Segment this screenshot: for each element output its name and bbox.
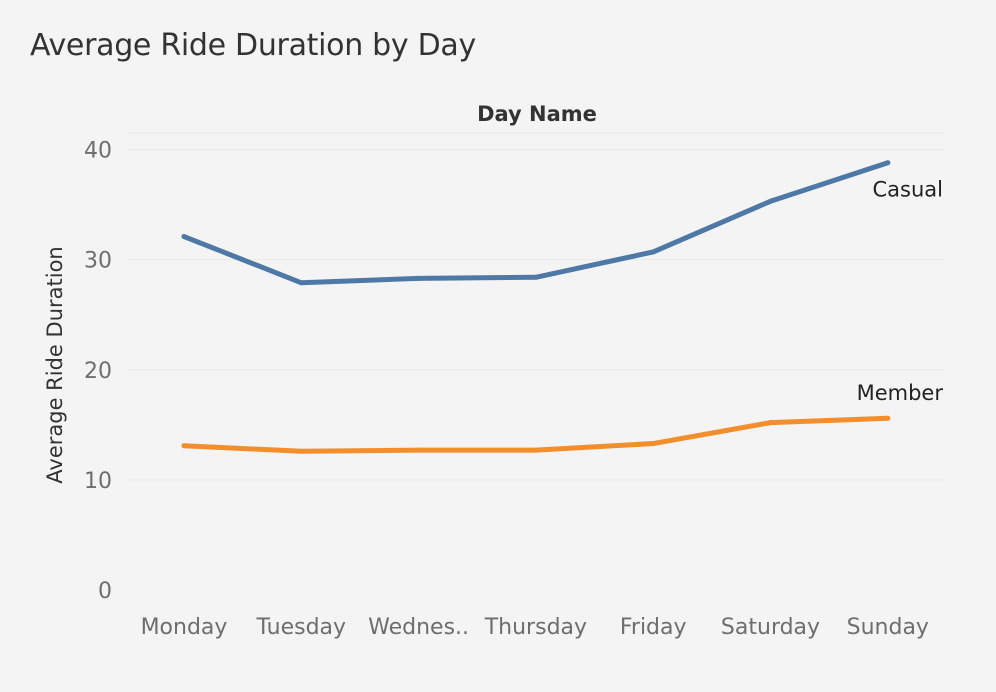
x-tick-label: Thursday: [484, 615, 587, 640]
y-tick-label: 0: [98, 579, 112, 604]
data-point: [533, 274, 539, 280]
y-axis-ticks: 0 10 20 30 40: [84, 139, 112, 604]
series-line-member: [181, 415, 891, 454]
y-axis-title: Average Ride Duration: [43, 246, 67, 483]
data-point: [885, 160, 891, 166]
x-tick-label: Saturday: [721, 615, 820, 640]
column-header: Day Name: [477, 102, 597, 126]
data-point: [650, 249, 656, 255]
x-tick-label: Friday: [620, 615, 687, 640]
data-point: [768, 198, 773, 204]
series-labels: Casual Member: [857, 178, 944, 405]
data-point: [181, 234, 187, 240]
y-tick-label: 30: [84, 249, 112, 274]
data-point: [416, 275, 422, 281]
data-point: [298, 448, 304, 454]
y-tick-label: 10: [84, 469, 112, 494]
data-point: [181, 443, 187, 449]
data-point: [650, 441, 656, 447]
data-point: [885, 415, 891, 421]
data-point: [533, 447, 539, 453]
y-tick-label: 40: [84, 139, 112, 164]
series-line-casual: [181, 160, 891, 286]
x-axis-ticks: Monday Tuesday Wednes.. Thursday Friday Satur…: [141, 615, 929, 640]
x-tick-label: Wednes..: [368, 615, 469, 640]
x-tick-label: Sunday: [847, 615, 929, 640]
data-point: [298, 280, 304, 286]
series-label-casual: Casual: [873, 178, 944, 202]
series-lines: [181, 160, 891, 454]
data-point: [416, 447, 422, 453]
series-label-member: Member: [857, 381, 944, 405]
gridlines: [128, 132, 945, 481]
x-tick-label: Monday: [141, 615, 228, 640]
x-tick-label: Tuesday: [256, 615, 347, 640]
chart-title: Average Ride Duration by Day: [30, 28, 476, 63]
data-point: [768, 420, 773, 426]
y-tick-label: 20: [84, 359, 112, 384]
